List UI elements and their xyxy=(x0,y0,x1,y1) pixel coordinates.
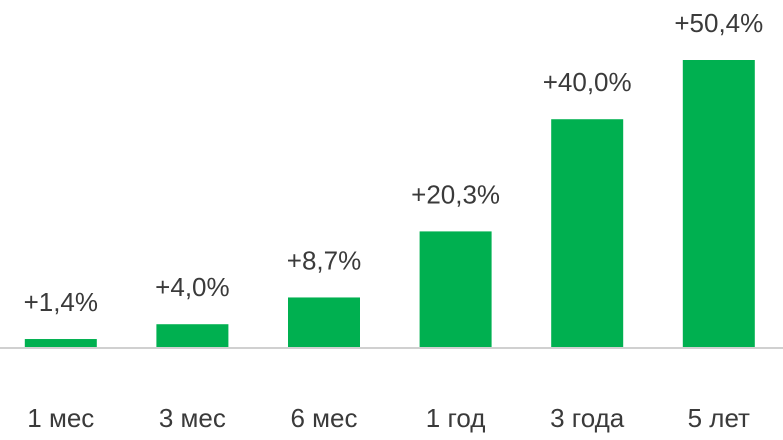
value-label: +4,0% xyxy=(155,272,229,302)
bar xyxy=(551,119,624,347)
bar xyxy=(288,297,360,347)
x-tick-label: 5 лет xyxy=(688,403,750,433)
x-tick-label: 3 года xyxy=(550,403,625,433)
bar xyxy=(156,324,229,347)
value-label: +1,4% xyxy=(24,287,98,317)
value-label: +40,0% xyxy=(543,67,632,97)
x-tick-label: 1 год xyxy=(426,403,486,433)
bar xyxy=(24,339,97,347)
bar xyxy=(682,60,755,347)
x-tick-label: 3 мес xyxy=(159,403,226,433)
value-label: +8,7% xyxy=(287,245,361,275)
value-label: +20,3% xyxy=(411,179,500,209)
value-label: +50,4% xyxy=(674,8,763,38)
x-tick-label: 6 мес xyxy=(290,403,357,433)
bar xyxy=(419,231,492,347)
x-tick-label: 1 мес xyxy=(27,403,94,433)
